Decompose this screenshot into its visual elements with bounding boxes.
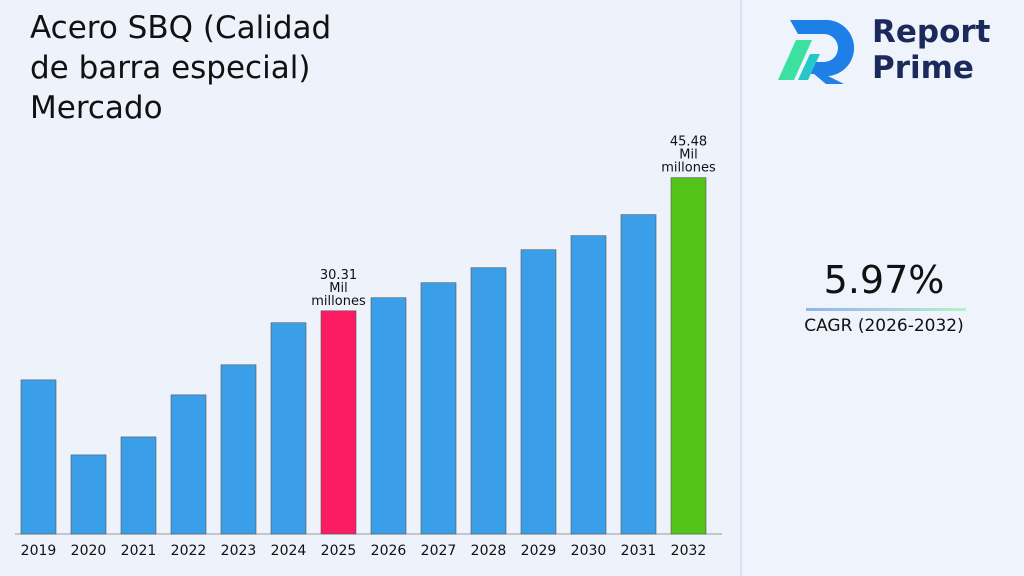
bar (220, 364, 257, 535)
x-tick-label: 2022 (171, 543, 207, 559)
cagr-label: CAGR (2026-2032) (804, 316, 964, 336)
bar (470, 267, 507, 535)
chart-title: Acero SBQ (Calidad de barra especial) Me… (30, 10, 332, 126)
bar (20, 379, 57, 535)
side-panel: Report Prime 5.97% CAGR (2026-2032) (740, 0, 1024, 576)
bar (270, 322, 307, 535)
x-tick-label: 2029 (521, 543, 557, 559)
bar (170, 394, 207, 535)
logo-icon (778, 19, 855, 85)
bar (370, 297, 407, 535)
bar (70, 454, 107, 535)
cagr-value: 5.97% (823, 258, 945, 302)
x-tick-label: 2024 (271, 543, 307, 559)
bar (620, 214, 657, 535)
x-tick-label: 2030 (571, 543, 607, 559)
bar (670, 177, 707, 535)
chart: 2019 2020 2021 2022 2023 2024 2025 30.31 Mil mill… (15, 135, 722, 559)
x-tick-label: 2032 (671, 543, 707, 559)
x-tick-label: 2025 (321, 543, 357, 559)
x-tick-label: 2027 (421, 543, 457, 559)
bar (570, 235, 607, 535)
x-tick-label: 2023 (221, 543, 257, 559)
x-tick-label: 2028 (471, 543, 507, 559)
cagr-rule (806, 308, 966, 311)
x-tick-label: 2020 (71, 543, 107, 559)
x-tick-label: 2026 (371, 543, 407, 559)
bar (520, 249, 557, 535)
data-label: 30.31 Mil millones (311, 268, 366, 309)
x-tick-label: 2019 (21, 543, 57, 559)
data-label: 45.48 Mil millones (661, 135, 716, 176)
logo-text: Prime (872, 50, 974, 86)
x-tick-label: 2021 (121, 543, 157, 559)
bar (420, 282, 457, 535)
bar (320, 310, 357, 535)
logo-text: Report (872, 14, 991, 50)
x-tick-label: 2031 (621, 543, 657, 559)
bar (120, 436, 157, 535)
